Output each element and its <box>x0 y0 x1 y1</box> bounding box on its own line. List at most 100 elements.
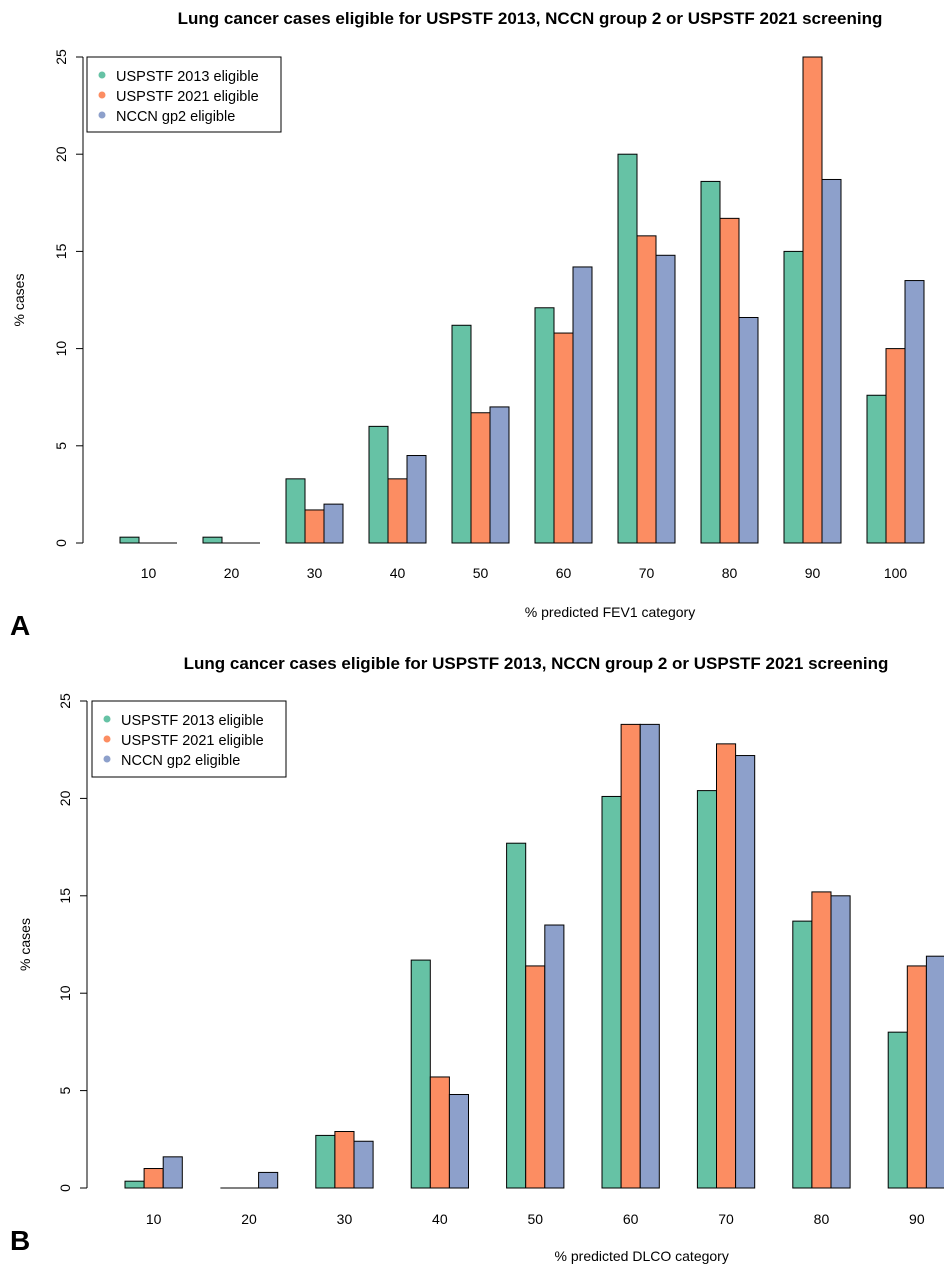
x-axis-label: % predicted FEV1 category <box>525 604 695 620</box>
y-tick-label: 0 <box>57 1184 73 1192</box>
bar <box>906 965 927 1189</box>
bar <box>285 478 306 544</box>
panel-label: B <box>10 1225 30 1256</box>
bar <box>639 723 660 1189</box>
y-tick-label: 10 <box>53 341 69 357</box>
bar <box>904 280 925 544</box>
bar <box>525 965 546 1189</box>
chart-panel-b: Lung cancer cases eligible for USPSTF 20… <box>10 654 944 1264</box>
x-tick-label: 100 <box>884 565 908 581</box>
legend-box <box>91 700 287 778</box>
bar <box>406 455 427 544</box>
legend-marker <box>103 715 111 723</box>
x-tick-label: 40 <box>390 565 406 581</box>
x-tick-label: 30 <box>337 1211 353 1227</box>
bar <box>470 412 491 544</box>
bar <box>925 955 944 1189</box>
y-tick-label: 5 <box>53 442 69 450</box>
bar <box>735 755 756 1189</box>
bar <box>821 178 842 544</box>
chart-title: Lung cancer cases eligible for USPSTF 20… <box>184 654 889 673</box>
x-axis-label: % predicted DLCO category <box>555 1248 729 1264</box>
bar <box>620 723 641 1189</box>
y-axis-label: % cases <box>17 918 33 971</box>
y-tick-label: 20 <box>53 146 69 162</box>
bar <box>323 503 344 544</box>
y-tick-label: 10 <box>57 985 73 1001</box>
bar <box>304 509 325 544</box>
x-tick-label: 10 <box>141 565 157 581</box>
legend-entry: USPSTF 2013 eligible <box>121 713 264 729</box>
legend-marker <box>98 91 106 99</box>
bar <box>162 1156 183 1189</box>
x-tick-label: 20 <box>224 565 240 581</box>
x-tick-label: 80 <box>722 565 738 581</box>
y-tick-label: 5 <box>57 1086 73 1094</box>
bar <box>143 1168 164 1189</box>
bar <box>534 307 555 544</box>
bar <box>716 743 737 1189</box>
bar <box>617 153 638 544</box>
legend-entry: USPSTF 2021 eligible <box>121 733 264 749</box>
bar <box>506 842 527 1189</box>
bar <box>258 1171 279 1189</box>
x-tick-label: 70 <box>718 1211 734 1227</box>
bar <box>124 1180 145 1189</box>
bar <box>792 920 813 1189</box>
bar <box>451 324 472 544</box>
bar <box>783 250 804 544</box>
panel-label: A <box>10 610 30 641</box>
x-tick-label: 10 <box>146 1211 162 1227</box>
legend-entry: NCCN gp2 eligible <box>116 109 235 125</box>
bar <box>696 790 718 1189</box>
y-tick-label: 25 <box>57 693 73 709</box>
bar <box>885 348 906 544</box>
bar <box>353 1140 374 1189</box>
legend: USPSTF 2013 eligible USPSTF 2021 eligible… <box>86 56 282 133</box>
legend-marker <box>103 735 111 743</box>
bar <box>601 795 622 1189</box>
y-tick-label: 20 <box>57 790 73 806</box>
legend-box <box>86 56 282 133</box>
bar <box>553 332 574 544</box>
bar <box>368 425 389 544</box>
bar <box>315 1134 336 1189</box>
y-tick-label: 25 <box>53 49 69 65</box>
x-tick-label: 50 <box>473 565 489 581</box>
bar <box>387 478 408 544</box>
x-tick-label: 90 <box>805 565 821 581</box>
legend-entry: NCCN gp2 eligible <box>121 753 240 769</box>
chart-panel-a: Lung cancer cases eligible for USPSTF 20… <box>10 9 925 641</box>
bar <box>636 235 657 544</box>
bar <box>866 394 887 544</box>
x-tick-label: 70 <box>639 565 655 581</box>
bar <box>489 406 510 544</box>
bar <box>700 180 721 544</box>
legend-entry: USPSTF 2013 eligible <box>116 69 259 85</box>
bar <box>119 536 140 544</box>
legend-marker <box>98 111 106 119</box>
bar <box>544 924 565 1189</box>
bar <box>738 316 759 544</box>
bar <box>802 56 823 544</box>
x-tick-label: 50 <box>527 1211 543 1227</box>
x-tick-label: 30 <box>307 565 323 581</box>
x-tick-label: 40 <box>432 1211 448 1227</box>
bar <box>202 536 223 544</box>
bar <box>811 891 832 1189</box>
bar <box>887 1031 908 1189</box>
x-tick-label: 20 <box>241 1211 257 1227</box>
legend-marker <box>98 71 106 79</box>
bar <box>448 1093 469 1189</box>
legend-marker <box>103 755 111 763</box>
bar <box>719 217 740 544</box>
x-tick-label: 60 <box>623 1211 639 1227</box>
y-tick-label: 15 <box>57 888 73 904</box>
x-tick-label: 80 <box>814 1211 830 1227</box>
y-tick-label: 0 <box>53 539 69 547</box>
bar <box>334 1131 355 1189</box>
bar <box>830 895 851 1189</box>
legend: USPSTF 2013 eligible USPSTF 2021 eligible… <box>91 700 287 778</box>
legend-entry: USPSTF 2021 eligible <box>116 89 259 105</box>
